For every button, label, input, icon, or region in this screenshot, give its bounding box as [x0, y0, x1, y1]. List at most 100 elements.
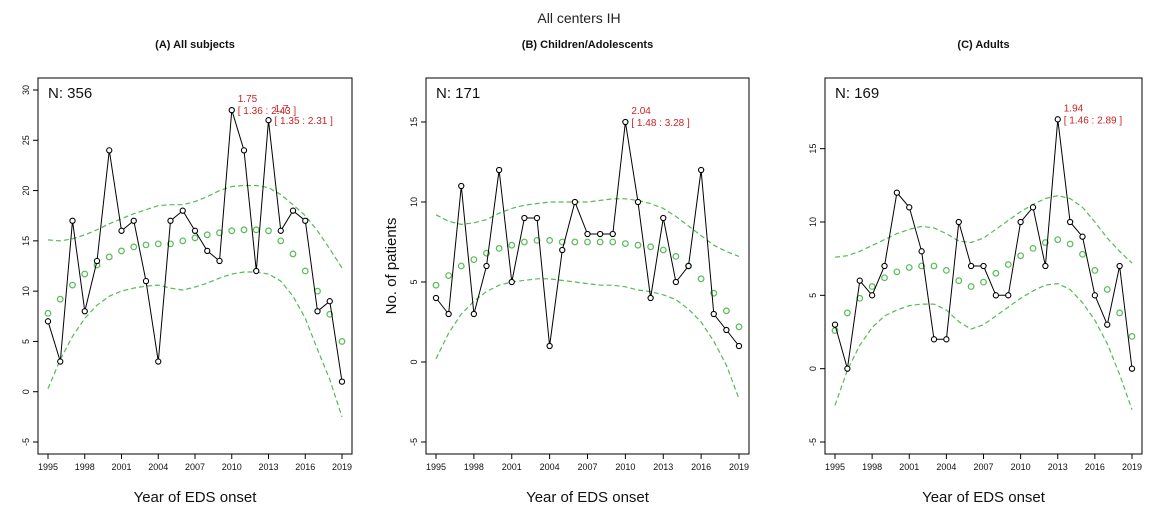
observed-point	[1005, 292, 1012, 299]
observed-point	[118, 227, 125, 234]
fitted-point	[722, 307, 730, 315]
observed-point	[1054, 116, 1061, 123]
observed-point	[735, 342, 743, 350]
observed-point	[191, 227, 199, 234]
fitted-point	[735, 323, 743, 331]
annotation-ci: [ 1.36 : 2.43 ]	[238, 106, 297, 117]
annotation-ci: [ 1.46 : 2.89 ]	[1064, 115, 1123, 126]
observed-point	[596, 230, 604, 238]
observed-point	[609, 230, 616, 238]
fitted-point	[1029, 244, 1037, 252]
x-tick-label: 2016	[691, 462, 711, 472]
observed-point	[1029, 204, 1037, 211]
x-tick-label: 2004	[540, 462, 560, 472]
observed-point	[69, 217, 76, 224]
panel-title: (A) All subjects	[155, 39, 235, 51]
observed-line	[834, 119, 1133, 369]
observed-point	[559, 246, 566, 254]
plot-frame	[37, 77, 353, 455]
observed-point	[992, 292, 1000, 299]
observed-point	[893, 189, 901, 196]
observed-point	[314, 308, 321, 315]
observed-point	[432, 294, 440, 302]
fitted-point	[967, 283, 975, 290]
lower-band-line	[435, 278, 740, 400]
observed-point	[240, 147, 248, 154]
annotation-value: 1.94	[1064, 103, 1084, 114]
observed-point	[445, 310, 452, 318]
annotation-ci: [ 1.35 : 2.31 ]	[275, 116, 334, 127]
y-tick-label: 10	[21, 286, 31, 296]
y-tick-label: 15	[409, 117, 419, 127]
observed-point	[228, 106, 235, 114]
observed-point	[868, 292, 876, 299]
fitted-point	[558, 238, 566, 246]
observed-point	[1017, 218, 1024, 226]
observed-point	[967, 262, 975, 270]
fitted-point	[142, 241, 150, 249]
fitted-point	[659, 246, 667, 254]
fitted-point	[495, 244, 503, 252]
observed-point	[483, 262, 490, 270]
observed-point	[470, 310, 478, 318]
x-tick-label: 2004	[936, 462, 956, 472]
observed-point	[930, 336, 938, 343]
observed-point	[1042, 262, 1049, 270]
n-label: N: 169	[835, 85, 879, 102]
observed-point	[844, 365, 851, 372]
plot-frame	[425, 77, 750, 455]
panel-a: (A) All subjects N: 356 1995 1998 2001 2004 20…	[21, 39, 353, 506]
panel-b: (B) Children/Adolescents N: 171 1995 1998 20…	[383, 39, 750, 506]
fitted-point	[905, 264, 913, 271]
observed-point	[326, 298, 333, 305]
x-tick-label: 1995	[426, 462, 446, 472]
observed-point	[710, 310, 717, 318]
fitted-point	[470, 256, 478, 264]
observed-point	[918, 248, 925, 255]
fitted-point	[1128, 333, 1136, 340]
observed-point	[647, 294, 654, 302]
y-tick-label: 5	[409, 279, 419, 284]
fitted-point	[457, 262, 465, 270]
fitted-point	[338, 338, 346, 345]
fitted-point	[130, 243, 138, 251]
observed-point	[508, 278, 515, 286]
annotation-value: 2.04	[631, 106, 651, 117]
fitted-point	[672, 252, 680, 260]
fitted-point	[179, 237, 187, 245]
fitted-point	[571, 238, 579, 246]
x-tick-label: 2001	[899, 462, 919, 472]
observed-point	[881, 262, 888, 270]
y-tick-label: -5	[409, 438, 419, 446]
fitted-point	[508, 241, 516, 249]
fitted-point	[326, 310, 334, 318]
fitted-point	[1066, 240, 1074, 248]
n-label: N: 171	[436, 85, 480, 102]
x-tick-label: 2007	[973, 462, 993, 472]
observed-point	[277, 227, 284, 234]
fitted-point	[546, 236, 554, 244]
fitted-point	[44, 309, 52, 317]
x-tick-label: 2010	[222, 462, 242, 472]
fitted-point	[520, 238, 528, 246]
panel-title: (C) Adults	[957, 39, 1009, 51]
observed-point	[130, 217, 137, 224]
panel-c: (C) Adults N: 169 1995 1998 2001 2004 2007 2010…	[808, 39, 1143, 506]
y-tick-label: -5	[808, 438, 818, 446]
fitted-point	[277, 237, 285, 245]
x-tick-label: 2019	[332, 462, 352, 472]
fitted-point	[634, 241, 642, 249]
fitted-point	[609, 238, 617, 246]
observed-point	[571, 198, 579, 206]
observed-point	[943, 336, 950, 343]
observed-point	[634, 198, 642, 206]
x-tick-label: 2001	[502, 462, 522, 472]
observed-point	[831, 321, 839, 328]
observed-point	[204, 247, 211, 255]
upper-band-line	[47, 184, 343, 269]
y-tick-label: 25	[21, 135, 31, 145]
lower-band-line	[834, 282, 1133, 410]
y-tick-label: 0	[808, 366, 818, 371]
x-tick-label: 2007	[185, 462, 205, 472]
